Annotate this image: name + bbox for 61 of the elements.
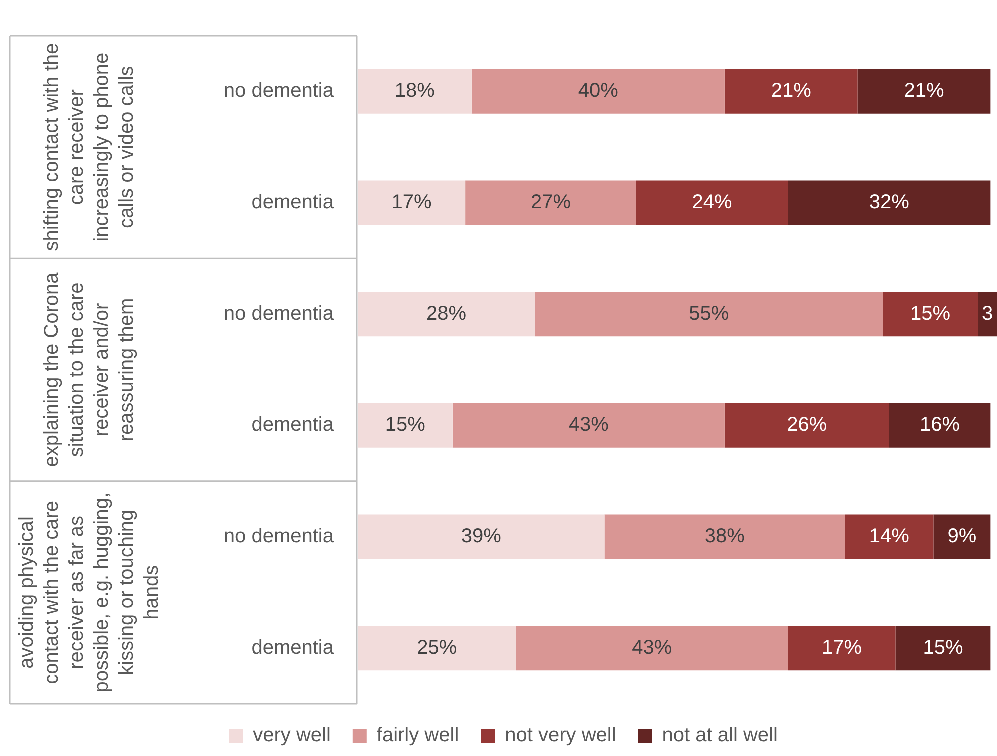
data-label: 55%: [689, 302, 730, 325]
bar: [358, 626, 516, 671]
bar: [724, 69, 858, 114]
bar: [724, 403, 890, 448]
text: explaining the Corona situation to the care receiver and/or reassuring them: [41, 272, 138, 468]
data-label: 21%: [904, 80, 944, 102]
data-label: 28%: [426, 302, 467, 325]
legend-label: very well: [253, 724, 331, 747]
y-tick-label: no dementia: [224, 526, 335, 548]
data-label: 15%: [923, 636, 964, 659]
bar: [604, 514, 846, 560]
data-label: 38%: [704, 526, 746, 548]
bar: [452, 403, 725, 448]
y-tick-label: no dementia: [224, 80, 335, 102]
data-label: 14%: [869, 526, 910, 548]
text: avoiding physical contact with the care receiver as far as possible, e.g. hugging, kissing or touching hands: [16, 492, 164, 693]
data-label: 17%: [822, 636, 862, 659]
bar: [358, 403, 453, 448]
legend-label: not very well: [505, 724, 616, 747]
data-label: 21%: [771, 80, 812, 102]
bar: [788, 626, 896, 671]
bar: [788, 180, 991, 226]
bar: [978, 292, 997, 337]
bar: [883, 292, 978, 337]
bar: [516, 626, 788, 671]
y-tick-label: dementia: [252, 192, 335, 214]
legend-label: fairly well: [376, 724, 460, 747]
data-label: 9%: [948, 526, 977, 548]
bar: [358, 514, 605, 560]
data-label: 17%: [392, 192, 432, 214]
data-label: 25%: [417, 636, 458, 659]
data-label: 3: [982, 302, 994, 325]
bar: [472, 69, 725, 114]
data-label: 43%: [568, 414, 610, 436]
data-label: 18%: [394, 80, 436, 102]
data-label: 15%: [385, 414, 426, 436]
bar: [636, 180, 788, 226]
text: shifting contact with the care receiver increasingly to phone calls or video calls: [41, 43, 138, 252]
bar: [358, 292, 536, 337]
data-label: 16%: [920, 414, 960, 436]
data-label: 15%: [910, 302, 951, 325]
data-label: 39%: [461, 526, 502, 548]
data-label: 32%: [869, 192, 910, 214]
legend-label: not at all well: [662, 724, 778, 747]
bar: [358, 69, 472, 114]
bar: [889, 403, 991, 448]
bar: [896, 626, 991, 671]
bar: [845, 514, 934, 560]
bar: [858, 69, 991, 114]
y-tick-label: dementia: [252, 636, 335, 659]
data-label: 27%: [530, 192, 572, 214]
data-label: 24%: [692, 192, 733, 214]
bar: [358, 180, 466, 226]
y-tick-label: dementia: [252, 414, 335, 436]
data-label: 43%: [632, 636, 672, 659]
bar: [934, 514, 991, 560]
data-label: 40%: [578, 80, 619, 102]
bar: [466, 180, 636, 226]
y-tick-label: no dementia: [224, 302, 335, 325]
bar: [535, 292, 884, 337]
data-label: 26%: [787, 414, 828, 436]
